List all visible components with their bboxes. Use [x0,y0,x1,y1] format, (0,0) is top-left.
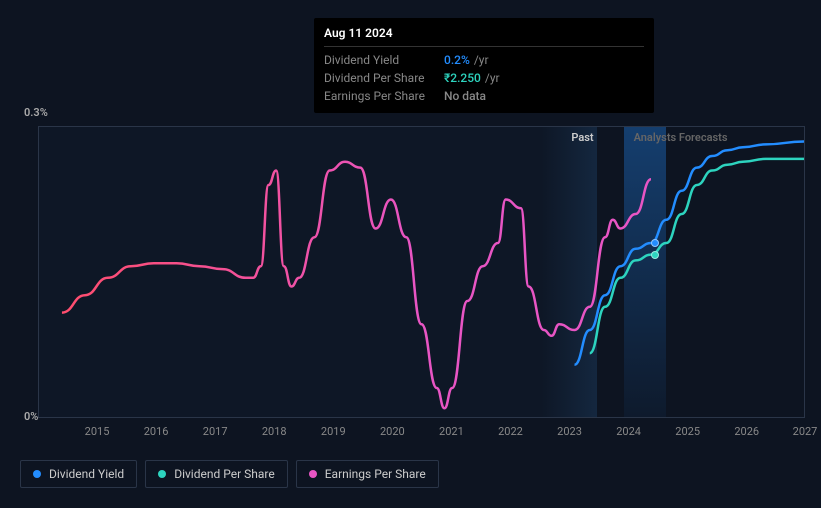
tooltip-value: 0.2% [444,53,470,67]
x-tick: 2019 [321,425,346,438]
legend-dot-icon [309,470,317,478]
chart-marker [651,239,659,247]
legend-item[interactable]: Dividend Per Share [145,460,288,488]
legend-item[interactable]: Earnings Per Share [296,460,439,488]
x-tick: 2020 [380,425,405,438]
x-tick: 2026 [734,425,759,438]
tooltip-unit: /yr [474,53,489,67]
y-axis-min: 0% [24,410,38,423]
legend-dot-icon [158,470,166,478]
tooltip-date: Aug 11 2024 [324,26,644,47]
x-tick: 2016 [144,425,169,438]
x-axis: 2015 2016 2017 2018 2019 2020 2021 2022 2023 2024… [38,425,805,440]
tooltip-row: Earnings Per ShareNo data [324,87,644,105]
legend-item[interactable]: Dividend Yield [20,460,137,488]
tooltip-value: No data [444,89,486,103]
chart-area: 0.3% 0% Past Analysts Forecasts 2015 2016… [20,108,805,448]
x-tick: 2022 [498,425,523,438]
x-tick: 2024 [616,425,641,438]
chart-svg [39,127,804,417]
legend-label: Dividend Per Share [174,467,275,481]
legend-label: Earnings Per Share [325,467,426,481]
tooltip-label: Earnings Per Share [324,89,444,103]
x-tick: 2015 [85,425,110,438]
tooltip-row: Dividend Yield0.2% /yr [324,51,644,69]
tooltip-row: Dividend Per Share₹2.250/yr [324,69,644,87]
yield-line-past [575,243,652,365]
chart-marker [651,251,659,259]
x-tick: 2023 [557,425,582,438]
tooltip-unit: /yr [485,71,500,85]
dps-line [590,159,804,353]
plot-region[interactable]: Past Analysts Forecasts [38,126,805,418]
legend-dot-icon [33,470,41,478]
x-tick: 2021 [439,425,464,438]
legend: Dividend Yield Dividend Per Share Earnings… [20,460,439,488]
x-tick: 2027 [793,425,818,438]
eps-line [62,162,651,408]
x-tick: 2018 [262,425,287,438]
tooltip-label: Dividend Per Share [324,71,444,85]
x-tick: 2017 [203,425,228,438]
tooltip-label: Dividend Yield [324,53,444,67]
y-axis-max: 0.3% [24,106,48,119]
x-tick: 2025 [675,425,700,438]
legend-label: Dividend Yield [49,467,124,481]
chart-tooltip: Aug 11 2024 Dividend Yield0.2%/yrDividen… [314,18,654,113]
tooltip-value: ₹2.250 [444,71,481,85]
